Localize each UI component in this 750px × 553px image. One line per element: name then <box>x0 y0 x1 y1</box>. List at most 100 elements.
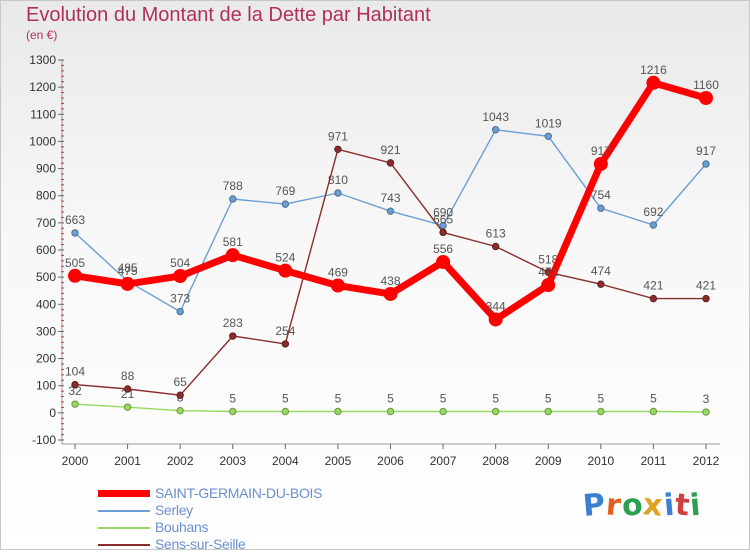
data-label: 471 <box>538 265 558 279</box>
legend-swatch <box>98 544 150 546</box>
data-point <box>439 228 447 237</box>
data-point <box>541 278 556 293</box>
data-label: 283 <box>223 316 243 330</box>
data-point <box>488 312 503 327</box>
y-tick-label: 0 <box>49 406 56 420</box>
data-label: 104 <box>65 365 85 379</box>
data-point <box>71 380 79 389</box>
data-point <box>597 204 605 212</box>
data-label: 373 <box>170 292 190 306</box>
logo-letter: i <box>688 487 704 524</box>
data-label: 254 <box>275 324 295 338</box>
legend-label: SAINT-GERMAIN-DU-BOIS <box>155 485 323 501</box>
data-label: 3 <box>703 392 710 406</box>
data-label: 613 <box>486 226 506 240</box>
x-tick-label: 2008 <box>482 454 509 468</box>
y-tick-label: 300 <box>36 324 56 338</box>
data-point <box>68 268 82 283</box>
data-point <box>699 91 713 105</box>
data-label: 344 <box>486 299 506 313</box>
x-tick-label: 2005 <box>325 454 352 468</box>
x-tick-label: 2012 <box>693 454 720 468</box>
data-label: 5 <box>440 392 447 406</box>
data-point <box>229 195 237 203</box>
data-point <box>386 407 395 416</box>
chart-title: Evolution du Montant de la Dette par Hab… <box>26 4 431 26</box>
series-line <box>74 148 707 396</box>
data-point <box>330 278 345 293</box>
data-label: 524 <box>275 251 295 265</box>
x-tick-label: 2010 <box>587 454 614 468</box>
data-label: 421 <box>696 279 716 293</box>
data-point <box>71 229 79 237</box>
data-point <box>176 391 184 399</box>
x-tick-label: 2003 <box>219 454 246 468</box>
y-tick-label: 200 <box>36 352 56 366</box>
data-label: 5 <box>597 392 604 406</box>
x-tick-label: 2000 <box>62 454 89 468</box>
data-label: 663 <box>65 213 85 227</box>
data-point <box>71 400 79 408</box>
data-label: 421 <box>643 279 663 293</box>
x-tick-label: 2001 <box>114 454 141 468</box>
data-point <box>123 403 132 411</box>
data-point <box>229 407 237 416</box>
data-point <box>334 145 342 154</box>
data-point <box>334 407 342 416</box>
series-saint-germain-du-bois: 505 475 504 581 524 469 438 556 344 471 917 1216 116… <box>65 63 719 327</box>
data-label: 556 <box>433 242 453 256</box>
data-point <box>593 156 608 171</box>
data-label: 665 <box>433 212 453 226</box>
data-label: 690 <box>433 206 453 220</box>
y-tick-label: 1200 <box>29 80 56 94</box>
data-label: 504 <box>170 256 190 270</box>
data-label: 469 <box>328 266 348 280</box>
chart-subtitle: (en €) <box>26 28 58 42</box>
logo-letter: x <box>641 487 666 524</box>
data-point <box>649 407 658 416</box>
y-tick-label: 1100 <box>30 107 56 121</box>
y-tick-label: -100 <box>32 433 56 447</box>
data-label: 581 <box>223 235 243 249</box>
data-label: 743 <box>380 191 400 205</box>
data-point <box>120 276 135 291</box>
legend-label: Serley <box>155 502 193 518</box>
y-tick-label: 700 <box>36 216 56 230</box>
y-tick-label: 1000 <box>29 134 56 148</box>
data-label: 475 <box>118 264 138 278</box>
data-point <box>176 406 184 415</box>
data-point <box>334 189 342 197</box>
data-label: 754 <box>591 188 611 202</box>
data-point <box>597 280 605 288</box>
data-label: 5 <box>387 392 394 406</box>
data-label: 5 <box>335 392 342 406</box>
data-point <box>225 248 240 263</box>
data-label: 5 <box>545 392 552 406</box>
x-tick-label: 2007 <box>430 454 457 468</box>
x-tick-label: 2002 <box>167 454 194 468</box>
data-point <box>597 407 605 416</box>
legend-swatch <box>98 490 150 497</box>
data-point <box>281 200 290 208</box>
data-label: 65 <box>173 375 187 389</box>
data-label: 788 <box>223 179 243 193</box>
x-tick-label: 2004 <box>272 454 299 468</box>
data-label: 1043 <box>482 110 509 124</box>
data-label: 518 <box>538 252 558 266</box>
data-point <box>278 263 293 278</box>
data-point <box>436 254 451 269</box>
data-label: 1216 <box>640 63 667 77</box>
data-label: 917 <box>591 144 611 158</box>
series-sens-sur-seille: 104 88 65 283 254 971 921 665 613 518 474 421 421 <box>65 129 716 399</box>
y-tick-label: 100 <box>36 379 56 393</box>
data-label: 971 <box>328 129 348 143</box>
data-point <box>649 221 658 229</box>
data-label: 921 <box>380 143 400 157</box>
proxiti-logo: Proxiti <box>582 487 704 524</box>
data-point <box>439 407 447 416</box>
data-label: 692 <box>643 205 663 219</box>
data-label: 32 <box>68 384 82 398</box>
data-label: 1160 <box>693 78 719 92</box>
data-point <box>544 132 552 140</box>
